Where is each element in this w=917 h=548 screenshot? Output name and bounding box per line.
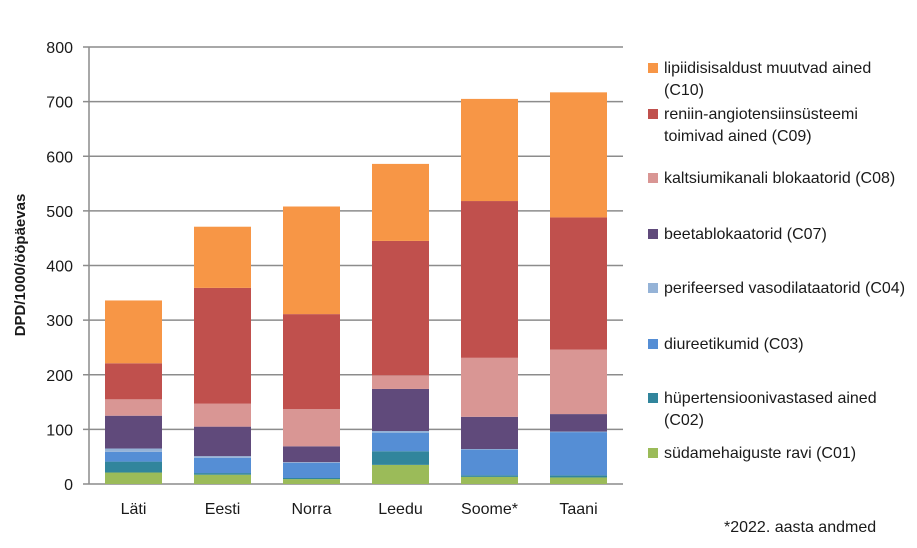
legend-item: südamehaiguste ravi (C01) xyxy=(648,443,909,465)
bar-segment xyxy=(550,432,607,476)
bar-segment xyxy=(194,456,251,458)
bar-segment xyxy=(283,314,340,410)
bar-segment xyxy=(372,163,429,241)
legend-label: reniin-angiotensiinsüsteemi toimivad ain… xyxy=(664,106,858,145)
bar-segment xyxy=(461,357,518,417)
legend-item: perifeersed vasodilataatorid (C04) xyxy=(648,278,909,300)
legend-item: beetablokaatorid (C07) xyxy=(648,224,909,246)
bar-segment xyxy=(372,388,429,432)
legend-label: südamehaiguste ravi (C01) xyxy=(664,445,857,462)
bar-segment xyxy=(372,451,429,465)
bar-segment xyxy=(194,226,251,288)
bar-segment xyxy=(194,426,251,457)
legend-swatch xyxy=(648,283,658,293)
bar-segment xyxy=(550,217,607,350)
legend-swatch xyxy=(648,63,658,73)
y-axis-label: DPD/1000/ööpäevas xyxy=(12,194,29,337)
legend-swatch xyxy=(648,173,658,183)
bar-segment xyxy=(372,375,429,389)
gridlines xyxy=(83,46,623,485)
bar-segment xyxy=(550,349,607,415)
bar-segment xyxy=(283,477,340,480)
legend-label: diureetikumid (C03) xyxy=(664,336,804,353)
legend-swatch xyxy=(648,339,658,349)
y-tick-label: 100 xyxy=(46,422,73,439)
bar-segment xyxy=(105,472,162,484)
x-tick-label: Taani xyxy=(559,501,597,518)
bar-segment xyxy=(105,461,162,473)
y-tick-label: 400 xyxy=(46,259,73,276)
bar-segment xyxy=(105,448,162,452)
y-tick-label: 0 xyxy=(64,477,73,494)
bar-segment xyxy=(372,240,429,376)
bar-segment xyxy=(194,457,251,474)
bar-segment xyxy=(461,476,518,484)
y-tick-labels: 0 100 200 300 400 500 600 700 800 xyxy=(46,40,73,494)
bar-segment xyxy=(550,477,607,484)
bar-segment xyxy=(105,363,162,400)
legend-item: hüpertensioonivastased ained (C02) xyxy=(648,388,909,432)
legend-swatch xyxy=(648,229,658,239)
bar-segment xyxy=(372,431,429,433)
bar-segment xyxy=(194,473,251,475)
y-tick-label: 300 xyxy=(46,313,73,330)
bar-segment xyxy=(194,403,251,427)
x-tick-labels: Läti Eesti Norra Leedu Soome* Taani xyxy=(121,501,598,518)
bar-segment xyxy=(372,432,429,452)
bar-segment xyxy=(283,206,340,315)
y-tick-label: 700 xyxy=(46,95,73,112)
legend-swatch xyxy=(648,393,658,403)
bar-segment xyxy=(194,287,251,404)
x-tick-label: Läti xyxy=(121,501,147,518)
bar-segment xyxy=(461,201,518,358)
bar-segment xyxy=(105,399,162,416)
bar-segment xyxy=(372,464,429,484)
x-tick-label: Leedu xyxy=(378,501,423,518)
bar-segment xyxy=(105,300,162,364)
bar-segment xyxy=(461,449,518,476)
legend-label: beetablokaatorid (C07) xyxy=(664,226,827,243)
legend-label: kaltsiumikanali blokaatorid (C08) xyxy=(664,170,896,187)
bar-segment xyxy=(550,475,607,478)
y-tick-label: 200 xyxy=(46,368,73,385)
legend-label: hüpertensioonivastased ained (C02) xyxy=(664,390,877,429)
bar-segment xyxy=(283,479,340,484)
x-tick-label: Eesti xyxy=(205,501,241,518)
bar-segment xyxy=(550,431,607,433)
bar-segment xyxy=(105,415,162,449)
bars xyxy=(105,92,607,484)
bar-segment xyxy=(105,451,162,462)
x-tick-label: Norra xyxy=(291,501,331,518)
footnote: *2022. aasta andmed xyxy=(724,519,877,536)
bar-segment xyxy=(461,98,518,202)
legend-item: reniin-angiotensiinsüsteemi toimivad ain… xyxy=(648,104,909,148)
bar-segment xyxy=(283,462,340,463)
bar-segment xyxy=(550,92,607,218)
legend-item: diureetikumid (C03) xyxy=(648,334,909,356)
y-tick-label: 600 xyxy=(46,149,73,166)
bar-segment xyxy=(550,414,607,432)
legend-swatch xyxy=(648,109,658,119)
legend-label: lipiidisisaldust muutvad ained (C10) xyxy=(664,60,872,99)
bar-segment xyxy=(283,446,340,463)
legend-label: perifeersed vasodilataatorid (C04) xyxy=(664,280,906,297)
y-tick-label: 500 xyxy=(46,204,73,221)
bar-segment xyxy=(194,474,251,484)
bar-segment xyxy=(461,475,518,477)
legend-item: lipiidisisaldust muutvad ained (C10) xyxy=(648,58,909,102)
bar-segment xyxy=(461,416,518,450)
x-tick-label: Soome* xyxy=(461,501,518,518)
bar-segment xyxy=(283,409,340,447)
legend-item: kaltsiumikanali blokaatorid (C08) xyxy=(648,168,909,190)
legend-swatch xyxy=(648,448,658,458)
bar-segment xyxy=(283,462,340,478)
bar-segment xyxy=(461,449,518,450)
y-tick-label: 800 xyxy=(46,40,73,57)
